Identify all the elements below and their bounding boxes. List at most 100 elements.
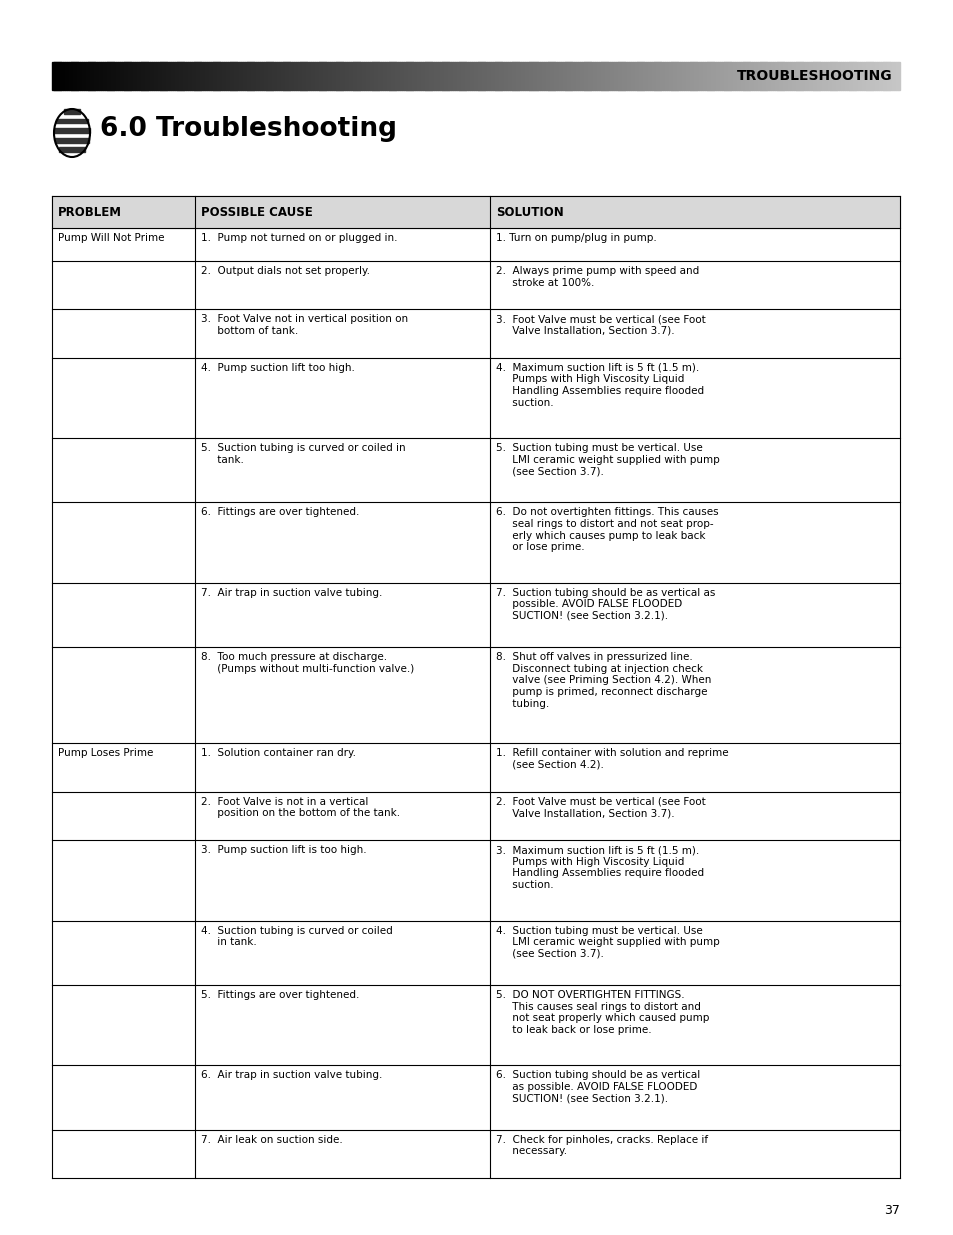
Bar (545, 62, 548, 90)
Bar (316, 62, 319, 90)
Text: 1.  Pump not turned on or plugged in.: 1. Pump not turned on or plugged in. (201, 233, 397, 243)
Bar (677, 62, 679, 90)
Ellipse shape (54, 109, 90, 157)
Text: 6.0 Troubleshooting: 6.0 Troubleshooting (100, 116, 396, 142)
Bar (541, 62, 544, 90)
Bar (673, 62, 675, 90)
Bar (867, 62, 870, 90)
Text: TROUBLESHOOTING: TROUBLESHOOTING (737, 69, 892, 83)
Bar (463, 62, 465, 90)
Bar (460, 62, 463, 90)
Bar (760, 62, 761, 90)
Bar (897, 62, 900, 90)
Bar (632, 62, 635, 90)
Bar (558, 62, 560, 90)
Bar (56, 119, 88, 124)
Bar (323, 62, 326, 90)
Bar (399, 62, 402, 90)
Bar (609, 62, 612, 90)
Bar (247, 62, 250, 90)
Bar (700, 62, 702, 90)
Bar (152, 62, 154, 90)
Bar (872, 62, 874, 90)
Bar (666, 62, 669, 90)
Text: 8.  Too much pressure at discharge.
     (Pumps without multi-function valve.): 8. Too much pressure at discharge. (Pump… (201, 652, 414, 674)
Bar (639, 62, 641, 90)
Bar (476, 62, 478, 90)
Bar (207, 62, 209, 90)
Bar (84, 62, 87, 90)
Bar (765, 62, 768, 90)
Bar (723, 62, 726, 90)
Bar (92, 62, 94, 90)
Bar (469, 62, 472, 90)
Text: 2.  Foot Valve must be vertical (see Foot
     Valve Installation, Section 3.7).: 2. Foot Valve must be vertical (see Foot… (496, 797, 705, 819)
Bar (59, 147, 85, 152)
Bar (689, 62, 692, 90)
Bar (683, 62, 685, 90)
Bar (717, 62, 720, 90)
Bar (448, 62, 451, 90)
Bar (613, 62, 616, 90)
Bar (725, 62, 728, 90)
Bar (122, 62, 125, 90)
Bar (658, 62, 660, 90)
Text: 7.  Suction tubing should be as vertical as
     possible. AVOID FALSE FLOODED
 : 7. Suction tubing should be as vertical … (496, 588, 715, 621)
Bar (602, 62, 605, 90)
Bar (543, 62, 546, 90)
Text: 3.  Pump suction lift is too high.: 3. Pump suction lift is too high. (201, 845, 366, 855)
Bar (679, 62, 681, 90)
Bar (800, 62, 802, 90)
Bar (160, 62, 163, 90)
Bar (784, 62, 787, 90)
Bar (863, 62, 865, 90)
Bar (391, 62, 394, 90)
Bar (656, 62, 659, 90)
Bar (86, 62, 89, 90)
Bar (389, 62, 392, 90)
Bar (431, 62, 434, 90)
Bar (573, 62, 576, 90)
Bar (54, 128, 90, 133)
Bar (268, 62, 271, 90)
Text: 6.  Do not overtighten fittings. This causes
     seal rings to distort and not : 6. Do not overtighten fittings. This cau… (496, 508, 718, 552)
Bar (895, 62, 898, 90)
Text: PROBLEM: PROBLEM (58, 206, 122, 219)
Bar (882, 62, 884, 90)
Bar (171, 62, 173, 90)
Bar (840, 62, 842, 90)
Bar (107, 62, 110, 90)
Bar (687, 62, 690, 90)
Bar (415, 62, 416, 90)
Bar (226, 62, 228, 90)
Bar (192, 62, 194, 90)
Bar (781, 62, 783, 90)
Bar (834, 62, 836, 90)
Bar (739, 62, 740, 90)
Bar (456, 62, 459, 90)
Bar (861, 62, 863, 90)
Bar (77, 62, 80, 90)
Bar (817, 62, 819, 90)
Bar (592, 62, 595, 90)
Text: POSSIBLE CAUSE: POSSIBLE CAUSE (201, 206, 313, 219)
Bar (209, 62, 212, 90)
Bar (289, 62, 292, 90)
Bar (115, 62, 118, 90)
Bar (363, 62, 366, 90)
Bar (54, 138, 89, 142)
Bar (503, 62, 506, 90)
Bar (880, 62, 882, 90)
Bar (598, 62, 601, 90)
Bar (479, 62, 482, 90)
Bar (727, 62, 730, 90)
Bar (605, 62, 607, 90)
Bar (112, 62, 113, 90)
Bar (238, 62, 241, 90)
Bar (886, 62, 889, 90)
Bar (372, 62, 375, 90)
Bar (526, 62, 529, 90)
Bar (600, 62, 603, 90)
Bar (359, 62, 361, 90)
Bar (621, 62, 624, 90)
